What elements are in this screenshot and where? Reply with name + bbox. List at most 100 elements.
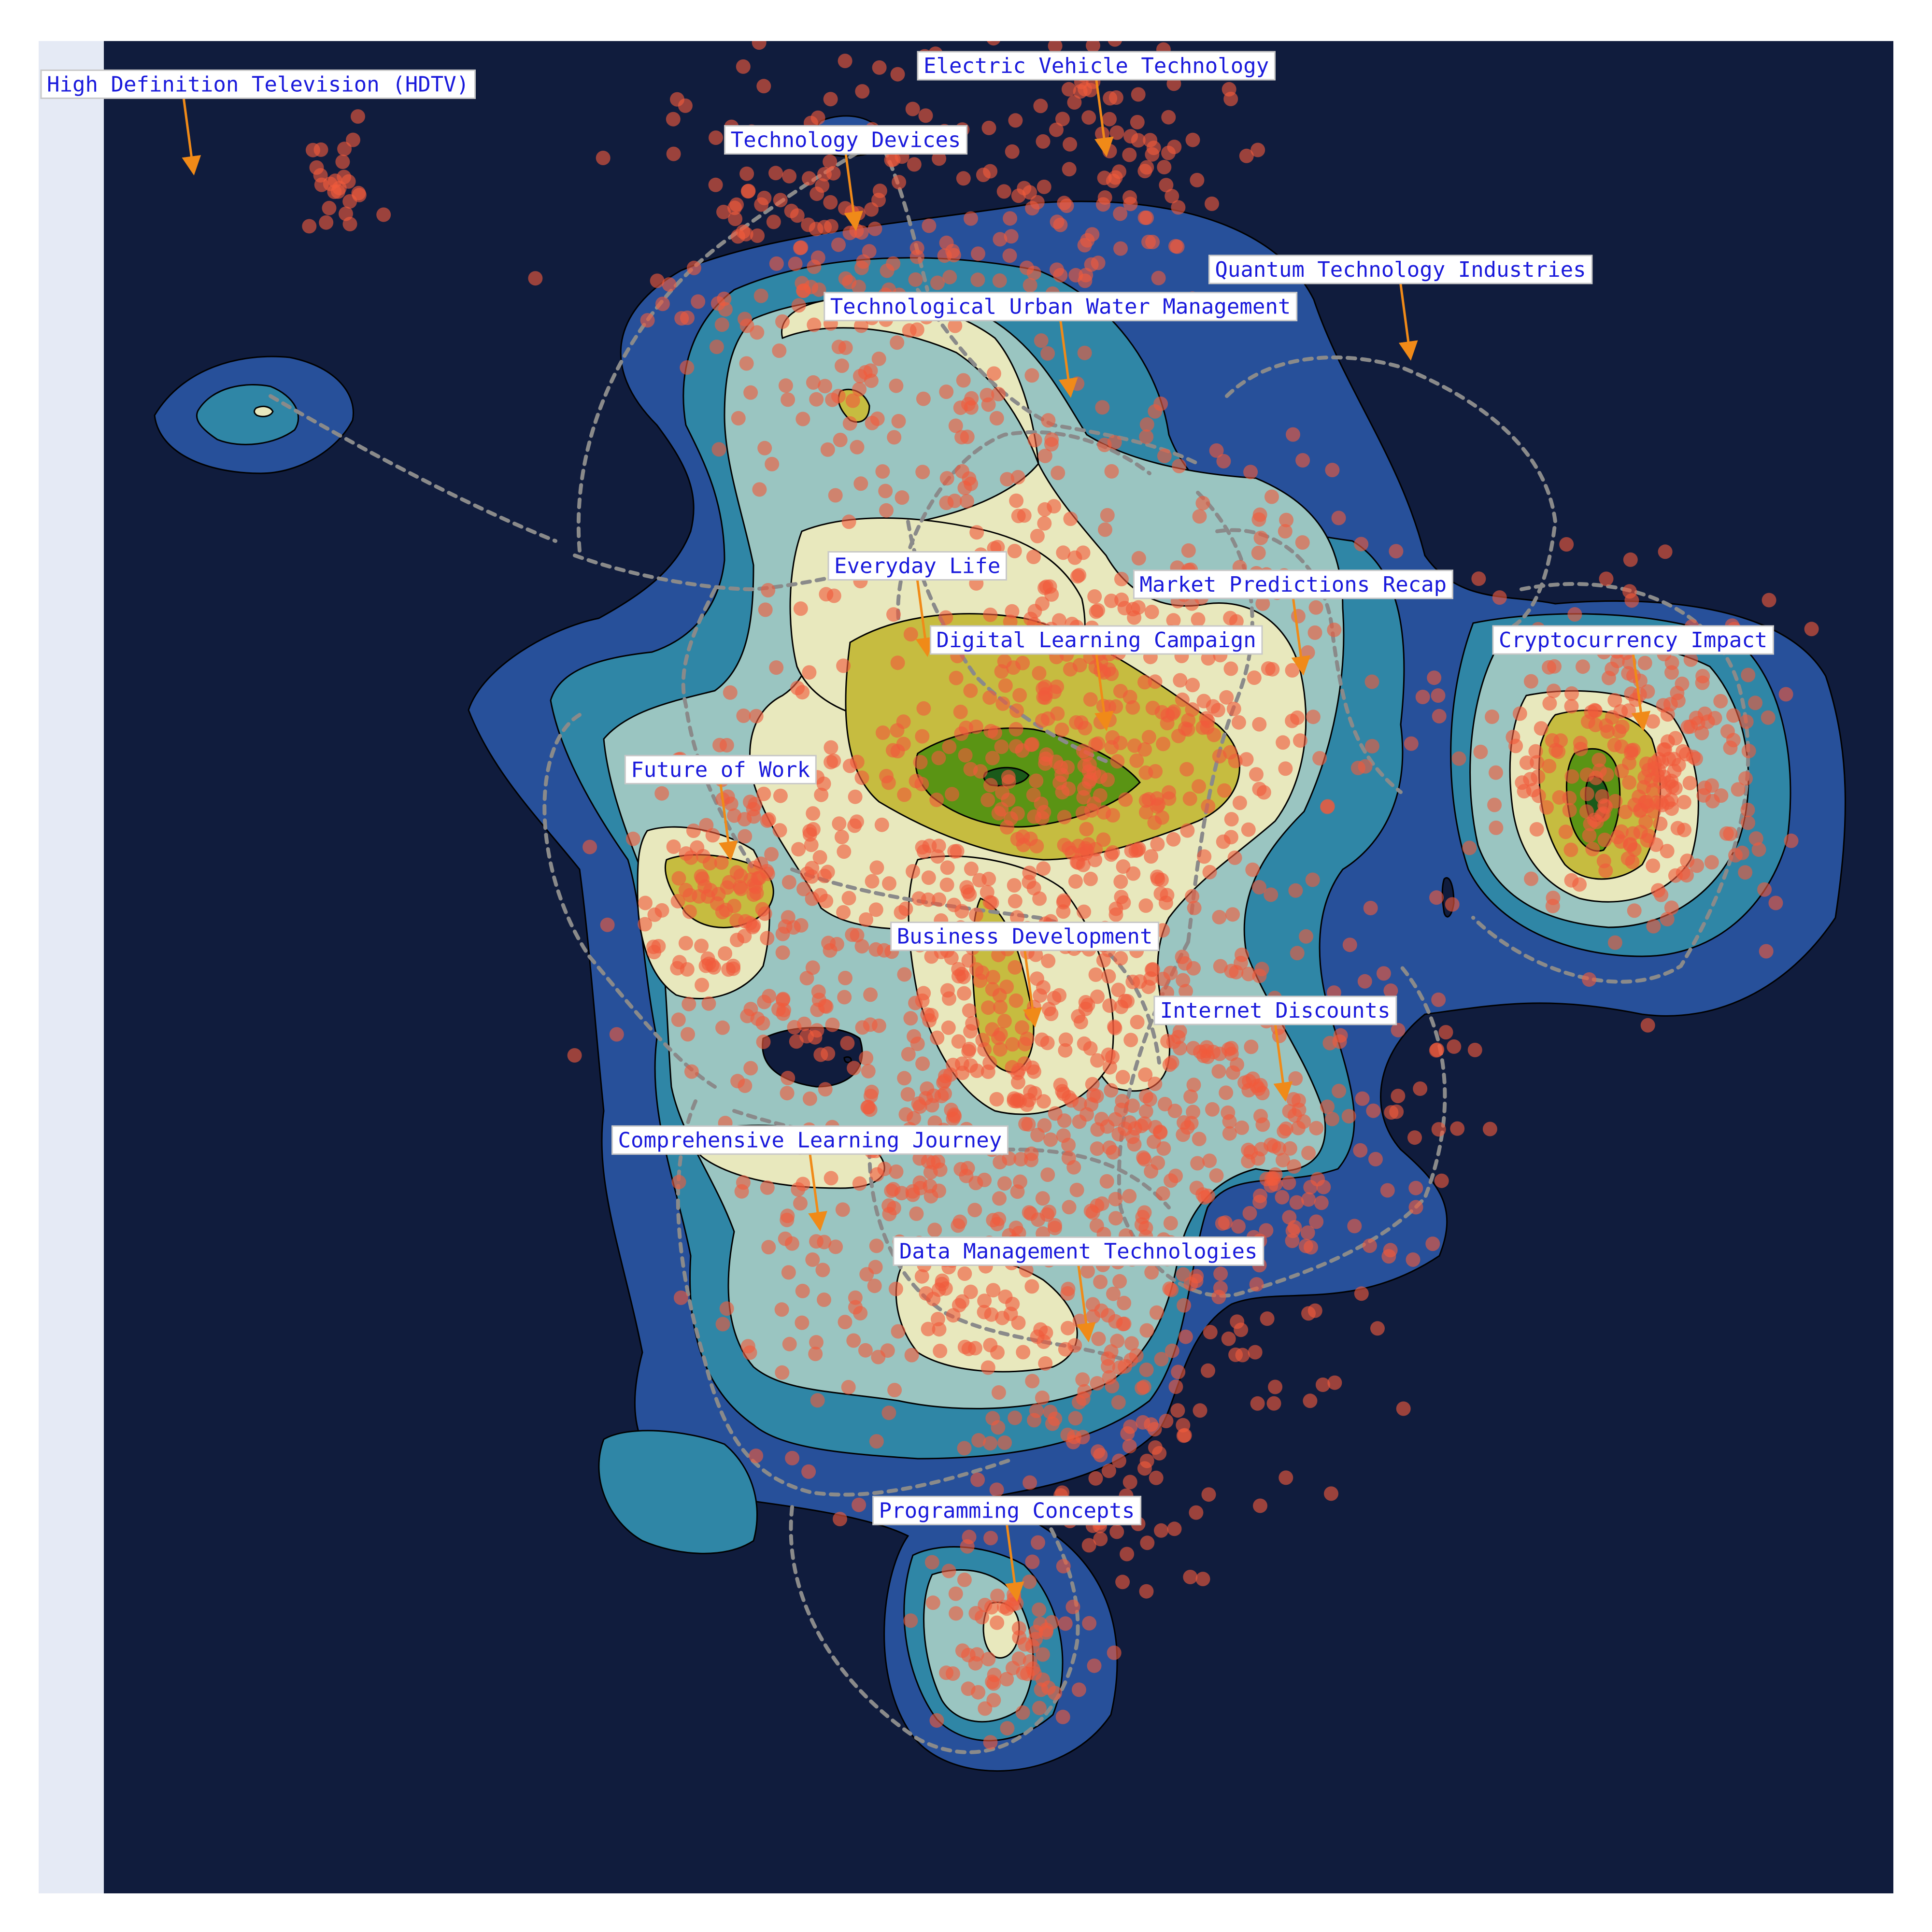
topic-point (983, 778, 998, 793)
topic-point (802, 171, 816, 186)
topic-point (719, 738, 734, 753)
topic-point (1546, 683, 1561, 698)
topic-point (1101, 969, 1116, 984)
annotation-arrow (1023, 950, 1042, 1028)
topic-point (1129, 1348, 1144, 1363)
topic-point (1686, 750, 1701, 765)
topic-point (1154, 1523, 1168, 1538)
topic-point (1115, 1575, 1130, 1590)
topic-point (819, 894, 834, 909)
topic-point (1564, 769, 1579, 784)
topic-point (953, 400, 968, 415)
topic-point (990, 1589, 1005, 1603)
topic-point (810, 186, 824, 201)
topic-point (1450, 1121, 1465, 1136)
topic-point (1069, 1182, 1084, 1197)
topic-point (738, 829, 753, 844)
topic-point (968, 1606, 983, 1620)
annotation-box (611, 1125, 1009, 1155)
topic-point (710, 296, 725, 311)
annotation-box (40, 69, 476, 99)
topic-point (975, 965, 990, 980)
annotation: Programming Concepts (872, 1495, 1142, 1602)
topic-point (1041, 1002, 1056, 1017)
annotation: Everyday Life (827, 551, 1007, 657)
topic-point (990, 1217, 1005, 1232)
topic-point (752, 482, 767, 497)
topic-point (1181, 713, 1196, 728)
topic-point (701, 996, 716, 1011)
topic-point (809, 392, 824, 407)
topic-point (1026, 266, 1041, 281)
topic-point (993, 232, 1008, 247)
topic-point (891, 414, 906, 428)
topic-point (1391, 1089, 1406, 1104)
topic-point (743, 385, 758, 400)
topic-point (1322, 1036, 1337, 1051)
topic-point (977, 1293, 992, 1308)
topic-point (1558, 824, 1573, 839)
topic-point (1151, 797, 1166, 812)
topic-point (1138, 1104, 1153, 1119)
topic-point (722, 875, 737, 890)
topic-point (753, 856, 768, 871)
topic-point (1024, 1146, 1039, 1161)
annotation: Electric Vehicle Technology (917, 51, 1276, 157)
topic-point (1051, 613, 1066, 628)
topic-point (1264, 489, 1279, 504)
topic-point (925, 1595, 940, 1610)
topic-point (1473, 744, 1488, 759)
topic-point (1264, 1171, 1279, 1186)
topic-point (964, 211, 978, 226)
topic-point (1110, 754, 1125, 769)
topic-point (1201, 799, 1216, 814)
topic-point (796, 881, 811, 896)
topic-point (995, 785, 1010, 800)
topic-point (678, 98, 693, 113)
topic-point (909, 1206, 924, 1221)
topic-point (808, 1347, 823, 1362)
topic-point (853, 476, 868, 491)
topic-point (1740, 802, 1755, 817)
topic-point (911, 1096, 926, 1111)
topic-point (814, 787, 829, 802)
topic-point (775, 945, 790, 960)
topic-point (1266, 1139, 1281, 1154)
topic-point (1116, 895, 1131, 910)
topic-point (1132, 974, 1147, 989)
topic-point (1138, 898, 1153, 913)
topic-point (1523, 674, 1538, 689)
topic-point (757, 190, 772, 205)
topic-point (981, 120, 996, 135)
topic-point (1043, 1405, 1058, 1420)
topic-point (1354, 1286, 1369, 1301)
topic-point (776, 1006, 791, 1021)
topic-point (1275, 1190, 1290, 1205)
topic-point (1223, 830, 1238, 845)
topic-point (1054, 722, 1069, 737)
topic-point (790, 208, 805, 223)
topic-point (774, 1302, 789, 1317)
topic-point (906, 864, 920, 879)
topic-point (1362, 1238, 1377, 1253)
topic-point (869, 1434, 884, 1449)
topic-point (1085, 227, 1100, 242)
topic-point (322, 200, 337, 215)
topic-point (1025, 1374, 1040, 1389)
topic-point (898, 901, 913, 916)
topic-point (1035, 596, 1050, 611)
topic-point (1070, 376, 1085, 391)
topic-point (848, 789, 863, 804)
topic-point (1189, 1505, 1204, 1520)
topic-point (1035, 1391, 1050, 1405)
topic-point (1129, 753, 1144, 768)
topic-point (1026, 787, 1041, 802)
topic-point (854, 770, 869, 785)
annotation-box (1492, 625, 1774, 655)
topic-point (1053, 1078, 1068, 1093)
topic-point (723, 685, 738, 700)
topic-point (908, 995, 923, 1010)
topic-point (833, 432, 848, 447)
topic-point (930, 275, 945, 290)
topic-point (1285, 1223, 1300, 1238)
